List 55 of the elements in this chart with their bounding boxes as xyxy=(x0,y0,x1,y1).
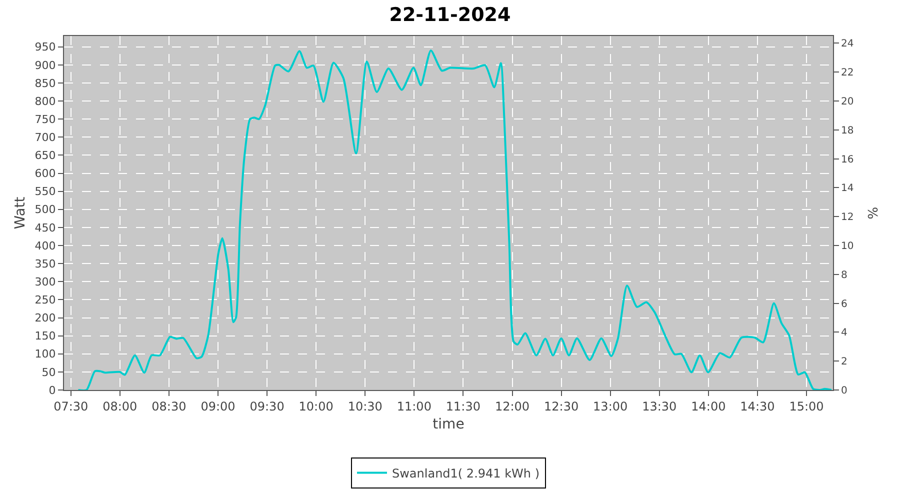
y2-tick-label: 0 xyxy=(841,386,848,396)
x-tick-label: 14:30 xyxy=(740,399,775,414)
y2-tick-label: 6 xyxy=(841,298,848,310)
y2-tick-label: 22 xyxy=(841,68,854,79)
y-tick-label: 500 xyxy=(34,203,56,216)
y-tick-label: 150 xyxy=(34,330,56,343)
y-tick-label: 550 xyxy=(34,185,56,198)
y2-tick-label: 16 xyxy=(841,154,854,166)
x-tick-label: 10:30 xyxy=(348,399,382,414)
x-tick-label: 08:00 xyxy=(102,399,138,414)
y-axis-title: Watt xyxy=(12,196,28,230)
y-tick-label: 850 xyxy=(34,76,56,90)
x-tick-label: 15:00 xyxy=(789,399,824,414)
y-tick-label: 300 xyxy=(34,275,56,288)
y2-axis-title: % xyxy=(866,206,882,220)
y2-tick-label: 10 xyxy=(841,241,854,252)
y-tick-label: 50 xyxy=(42,366,56,379)
x-tick-label: 14:00 xyxy=(691,399,726,414)
x-tick-label: 13:30 xyxy=(642,399,677,414)
y2-tick-label: 12 xyxy=(841,212,854,224)
x-tick-label: 13:00 xyxy=(593,399,628,414)
y2-tick-label: 14 xyxy=(841,183,854,194)
y-tick-label: 950 xyxy=(34,40,56,54)
x-axis-title: time xyxy=(432,416,464,433)
x-tick-label: 11:00 xyxy=(396,399,432,414)
y-tick-label: 250 xyxy=(34,294,56,307)
legend-label: Swanland1( 2.941 kWh ) xyxy=(392,466,540,480)
x-tick-label: 10:00 xyxy=(298,399,334,414)
y-tick-label: 900 xyxy=(34,58,56,72)
y-tick-label: 600 xyxy=(34,167,56,180)
x-tick-label: 09:00 xyxy=(200,399,236,414)
y-tick-label: 750 xyxy=(34,112,56,126)
x-tick-label: 12:30 xyxy=(544,399,579,414)
x-tick-label: 08:30 xyxy=(152,399,186,414)
y2-tick-label: 18 xyxy=(841,125,854,136)
x-tick-label: 09:30 xyxy=(250,399,284,414)
chart-title: 22-11-2024 xyxy=(389,4,511,26)
y-tick-label: 700 xyxy=(34,130,56,144)
y2-tick-label: 24 xyxy=(841,38,854,50)
y-tick-label: 450 xyxy=(34,221,56,234)
y2-tick-label: 20 xyxy=(841,96,854,108)
y-tick-label: 800 xyxy=(34,94,56,108)
y-tick-label: 350 xyxy=(34,257,56,270)
y2-tick-label: 4 xyxy=(841,328,848,339)
x-tick-label: 07:30 xyxy=(54,399,88,414)
y2-tick-label: 2 xyxy=(841,356,848,368)
y-tick-label: 200 xyxy=(34,312,56,325)
x-tick-label: 11:30 xyxy=(446,399,481,414)
y-tick-label: 400 xyxy=(34,239,56,252)
y-tick-label: 650 xyxy=(34,149,56,162)
y2-tick-label: 8 xyxy=(841,270,848,281)
line-series xyxy=(77,49,833,390)
x-tick-label: 12:00 xyxy=(494,399,530,414)
y-tick-label: 0 xyxy=(48,384,56,397)
y-tick-label: 100 xyxy=(34,348,56,361)
